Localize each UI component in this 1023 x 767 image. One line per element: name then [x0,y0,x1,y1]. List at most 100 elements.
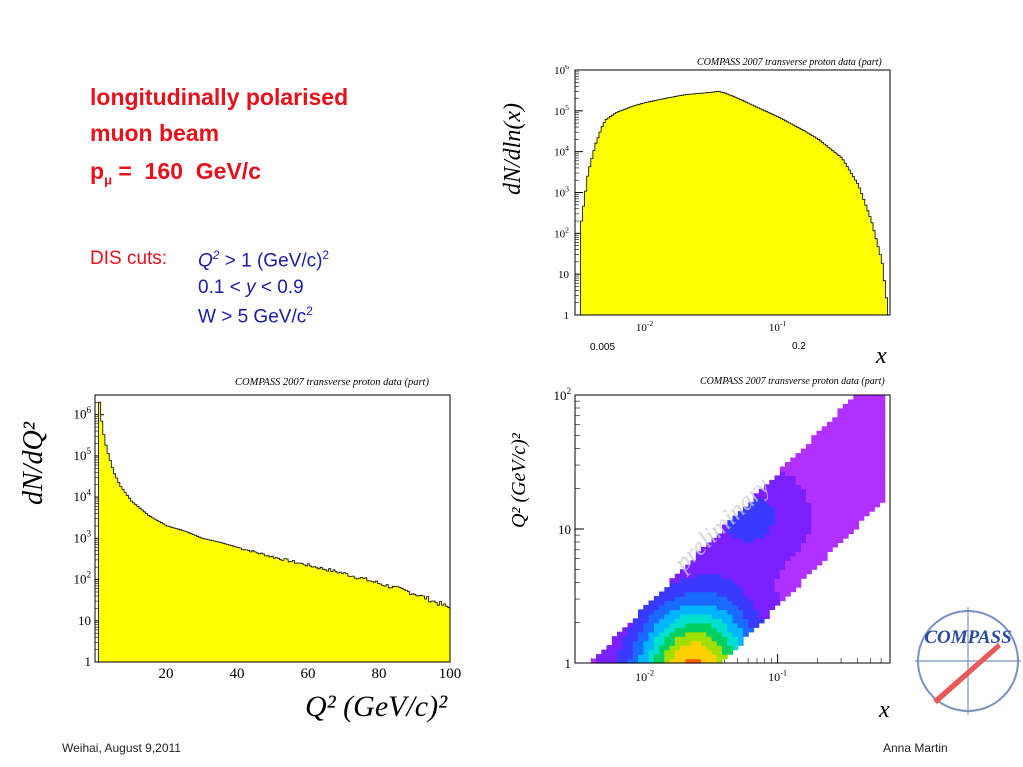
plot3-heatmap-cell [785,475,791,481]
plot3-heatmap-cell [774,546,781,552]
plot3-heatmap-cell [879,462,886,468]
plot3-heatmap-cell [685,591,692,597]
plot3-heatmap-cell [806,497,812,503]
plot3-heatmap-cell [806,542,812,548]
plot3-heatmap-cell [716,604,723,610]
plot3-heatmap-cell [695,631,702,637]
cut-w-sup: 2 [306,304,313,318]
plot3-heatmap-cell [727,546,734,552]
plot3-heatmap-cell [879,430,886,436]
plot3-heatmap-cell [821,520,828,526]
plot3-heatmap-cell [790,569,797,575]
plot1-ytick-label: 10 [558,269,570,281]
plot3-heatmap-cell [669,587,676,593]
plot3-heatmap-cell [816,453,823,459]
plot3-heatmap-cell [858,484,865,490]
plot3-heatmap-cell [695,600,702,606]
compass-logo-needle [933,643,1001,704]
plot3-heatmap-cell [827,502,833,508]
plot3-heatmap-cell [858,488,865,494]
plot3-heatmap-cell [732,573,739,579]
plot3-heatmap-cell [800,506,807,512]
plot3-heatmap-cell [853,462,860,468]
plot3-heatmap-cell [680,587,686,593]
plot3-heatmap-cell [774,600,781,606]
plot3-heatmap-cell [874,395,881,401]
plot3-heatmap-cell [669,649,676,655]
plot3-heatmap-cell [716,591,723,597]
plot3-heatmap-cell [869,484,875,490]
plot3-heatmap-cell [743,555,749,561]
plot3-heatmap-cell [832,466,839,472]
plot3-heatmap-cell [643,627,650,633]
plot3-heatmap-cell [848,497,854,503]
plot3-heatmap-cell [722,604,728,610]
plot3-heatmap-cell [722,555,728,561]
plot3-heatmap-cell [674,618,681,624]
plot3-heatmap-cell [680,573,686,579]
plot3-heatmap-cell [753,497,760,503]
plot3-heatmap-cell [716,573,723,579]
plot3-heatmap-cell [790,520,797,526]
plot3-heatmap-cell [816,542,823,548]
plot3-heatmap-cell [748,600,755,606]
plot3-heatmap-cell [832,448,839,454]
plot3-heatmap-cell [842,421,849,427]
plot3-heatmap-cell [743,591,749,597]
plot3-heatmap-cell [806,569,812,575]
plot3-heatmap-cell [769,506,776,512]
plot3-heatmap-cell [858,457,865,463]
plot3-heatmap-cell [711,560,718,566]
plot3-heatmap-cell [711,658,718,664]
plot3-heatmap-cell [685,578,692,584]
plot3-heatmap-cell [748,622,755,628]
plot3-heatmap-cell [732,542,739,548]
plot3-heatmap-cell [690,604,697,610]
plot3-heatmap-cell [680,578,686,584]
plot3-heatmap-cell [680,654,686,660]
plot3-heatmap-cell [790,546,797,552]
plot3-heatmap-cell [680,640,686,646]
plot3-heatmap-cell [638,636,644,642]
plot3-heatmap-cell [827,466,833,472]
plot3-heatmap-cell [758,524,765,530]
plot3-heatmap-cell [674,636,681,642]
plot3-heatmap-cell [795,520,802,526]
plot3-heatmap-cell [690,631,697,637]
plot3-heatmap-cell [769,564,776,570]
plot3-heatmap-cell [832,533,839,539]
plot3-heatmap-cell [800,529,807,535]
plot3-heatmap-cell [680,613,686,619]
plot3-heatmap-cell [727,609,734,615]
plot3-heatmap-cell [816,497,823,503]
plot3-heatmap-cell [606,654,613,660]
plot1-xtick-label: 10-1 [769,319,787,334]
plot3-heatmap-cell [816,444,823,450]
plot3-heatmap-cell [758,604,765,610]
plot3-heatmap-cell [748,582,755,588]
plot3-heatmap-cell [769,497,776,503]
plot3-heatmap-cell [743,622,749,628]
plot3-heatmap-cell [711,591,718,597]
plot3-heatmap-cell [680,658,686,664]
plot3-heatmap-cell [821,488,828,494]
plot3-heatmap-cell [816,430,823,436]
plot3-heatmap-cell [848,462,854,468]
plot3-heatmap-cell [748,511,755,517]
plot3-heatmap-cell [653,596,660,602]
plot3-heatmap-cell [848,506,854,512]
plot3-heatmap-cell [837,444,844,450]
plot3-heatmap-cell [732,537,739,543]
plot3-heatmap-cell [785,555,791,561]
plot3-heatmap-cell [842,435,849,441]
plot3-heatmap-cell [685,627,692,633]
plot3-heatmap-cell [848,439,854,445]
plot3-heatmap-cell [706,564,713,570]
plot3-heatmap-cell [758,493,765,499]
plot3-heatmap-cell [848,403,854,409]
plot3-heatmap-cell [821,453,828,459]
plot3-heatmap-cell [779,560,786,566]
plot3-heatmap-cell [800,533,807,539]
plot1-title: COMPASS 2007 transverse proton data (par… [697,57,882,68]
plot3-heatmap-cell [737,609,744,615]
